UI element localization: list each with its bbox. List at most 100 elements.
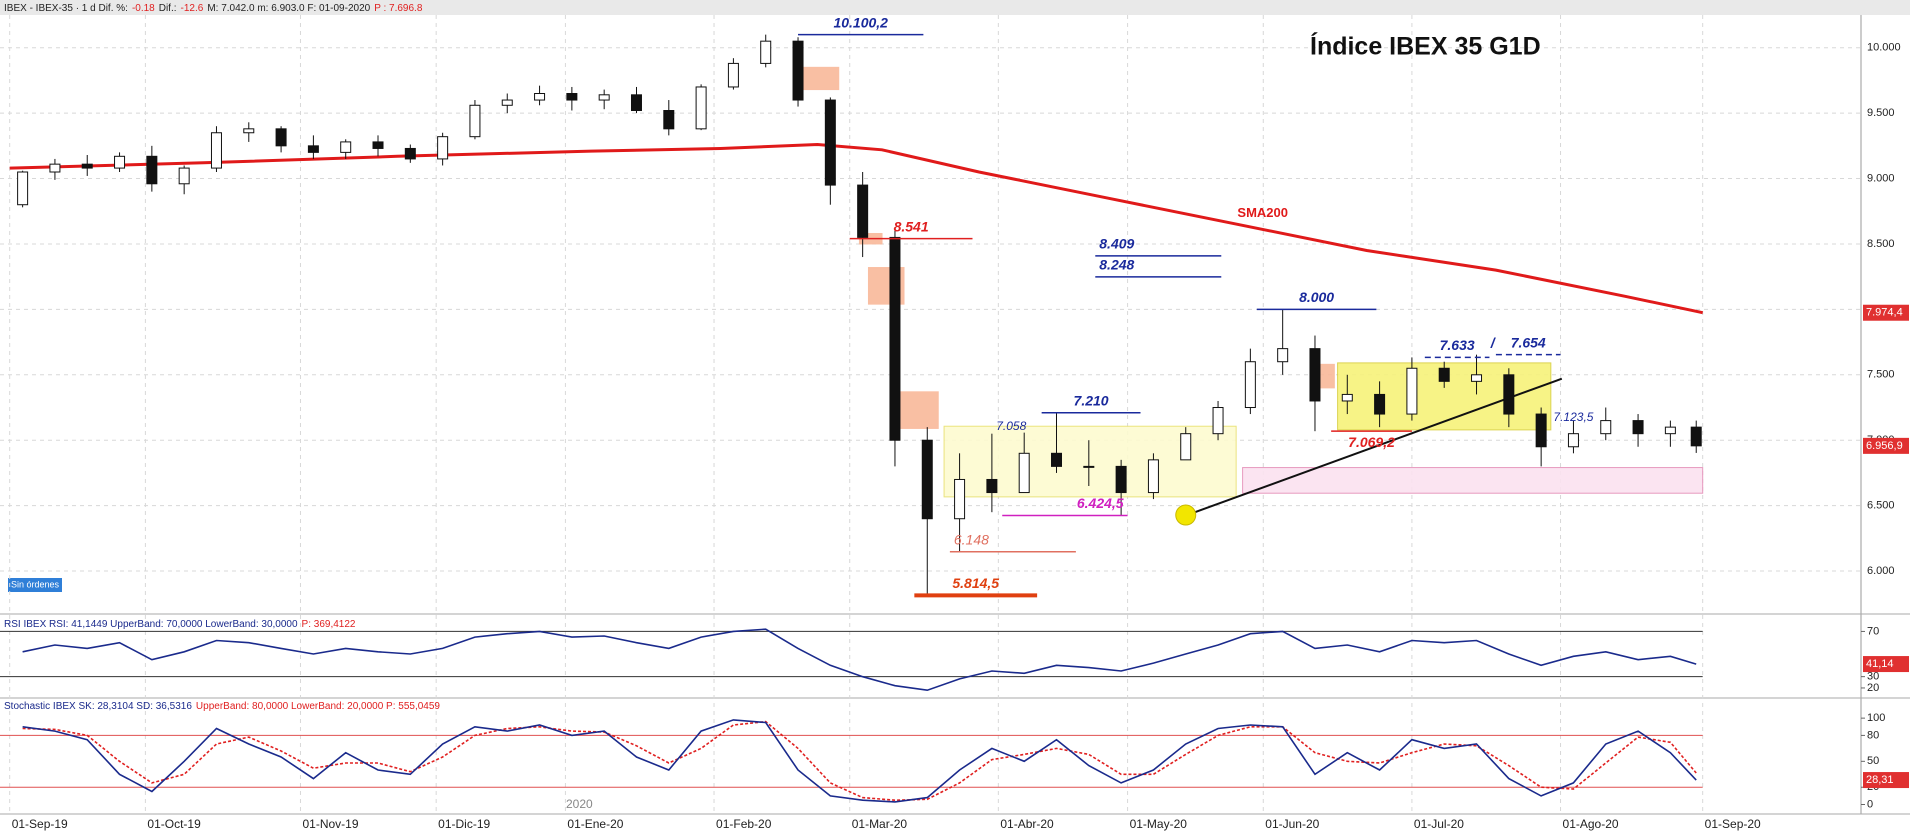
candle-body xyxy=(1690,426,1702,447)
candle-body xyxy=(372,141,384,149)
x-tick-label: 01-Sep-20 xyxy=(1705,817,1761,831)
candle-body xyxy=(663,110,675,130)
candle-body xyxy=(1600,420,1612,435)
note: 7.058 xyxy=(996,419,1026,433)
candle-body xyxy=(1438,367,1450,382)
x-tick-label: 01-Feb-20 xyxy=(716,817,772,831)
header-segment: IBEX - IBEX-35 · 1 d Dif. %: xyxy=(4,3,128,14)
candle-body xyxy=(1051,452,1063,467)
axis-area xyxy=(1861,15,1910,832)
candle-body xyxy=(630,94,642,112)
level-label: 8.000 xyxy=(1299,289,1334,305)
candle-body xyxy=(1567,433,1579,448)
x-tick-label: 01-Ene-20 xyxy=(567,817,623,831)
zone xyxy=(797,66,840,91)
candle-body xyxy=(1115,465,1127,494)
candle-body xyxy=(921,439,933,520)
candle-body xyxy=(1664,426,1676,435)
candle-body xyxy=(243,128,255,134)
series-line xyxy=(22,719,1697,803)
candle-body xyxy=(81,163,93,169)
level-label: 8.541 xyxy=(894,218,929,234)
last-value-label: 7.974,4 xyxy=(1866,307,1903,319)
candle-body xyxy=(1244,361,1256,409)
candle-body xyxy=(178,167,190,185)
last-value-label: 41,14 xyxy=(1866,658,1894,670)
level-label: 8.409 xyxy=(1099,236,1134,252)
candle-body xyxy=(1309,348,1321,402)
zone xyxy=(896,391,939,429)
x-tick-label: 01-Jun-20 xyxy=(1265,817,1319,831)
candle-body xyxy=(824,99,836,186)
candle-body xyxy=(1503,374,1515,415)
y-tick-label: 10.000 xyxy=(1867,42,1901,54)
candle-body xyxy=(275,128,287,147)
note: 7.123,5 xyxy=(1553,410,1593,424)
x-tick-label: 01-May-20 xyxy=(1130,817,1188,831)
candle-body xyxy=(340,141,352,153)
header-segment: -12.6 xyxy=(181,3,204,14)
candle-body xyxy=(1147,459,1159,494)
candle-body xyxy=(1277,348,1289,363)
series-line xyxy=(22,628,1697,692)
marker xyxy=(1175,504,1197,526)
trendline xyxy=(1180,377,1563,519)
last-value-box xyxy=(1863,656,1909,673)
level-label: 6.148 xyxy=(954,531,989,547)
badge-text: Sin órdenes xyxy=(11,579,60,589)
x-tick-label: 01-Oct-19 xyxy=(147,817,201,831)
y-tick-label: 80 xyxy=(1867,729,1879,741)
last-value-box xyxy=(1863,772,1909,789)
separator: / xyxy=(1490,334,1497,350)
candle-body xyxy=(1535,413,1547,448)
header-segment: M: 7.042.0 m: 6.903.0 F: 01-09-2020 xyxy=(207,3,370,14)
x-tick-label: 01-Dic-19 xyxy=(438,817,490,831)
y-tick-label: 9.000 xyxy=(1867,172,1895,184)
candle-body xyxy=(792,40,804,101)
last-value-label: 28,31 xyxy=(1866,774,1894,786)
candle-body xyxy=(727,62,739,88)
chart-title: Índice IBEX 35 G1D xyxy=(1310,32,1541,61)
level-label: 8.248 xyxy=(1099,257,1134,273)
panel-title-extra: UpperBand: 80,0000 LowerBand: 20,0000 P:… xyxy=(196,701,441,712)
candle-body xyxy=(889,236,901,441)
zone xyxy=(1242,467,1704,494)
y-tick-label: 9.500 xyxy=(1867,107,1895,119)
panel-title-main: Stochastic IBEX SK: 28,3104 SD: 36,5316 xyxy=(4,701,192,712)
y-tick-label: 8.500 xyxy=(1867,238,1895,250)
candle-body xyxy=(760,40,772,64)
y-tick-label: 6.500 xyxy=(1867,500,1895,512)
candle-body xyxy=(857,184,869,238)
x-tick-label: 01-Sep-19 xyxy=(12,817,68,831)
y-tick-label: 6.000 xyxy=(1867,565,1895,577)
sma-label: SMA200 xyxy=(1237,205,1288,220)
panel-title: RSI IBEX RSI: 41,1449 UpperBand: 70,0000… xyxy=(4,619,356,630)
candle-body xyxy=(1018,452,1030,494)
level-label: 10.100,2 xyxy=(833,14,888,30)
header-bar xyxy=(0,0,1910,15)
panel-title-main: RSI IBEX RSI: 41,1449 UpperBand: 70,0000… xyxy=(4,619,298,630)
candle-body xyxy=(146,155,158,185)
candle-body xyxy=(1212,407,1224,435)
last-value-label: 6.956,9 xyxy=(1866,440,1903,452)
header-segment: -0.18 xyxy=(132,3,155,14)
candle-body xyxy=(17,171,29,206)
candle-body xyxy=(1632,420,1644,435)
candle-body xyxy=(114,155,126,169)
header-segment: Dif.: xyxy=(159,3,177,14)
header-segment: P : 7.696.8 xyxy=(374,3,423,14)
series-line xyxy=(22,720,1697,802)
candle-body xyxy=(986,478,998,494)
y-tick-label: 30 xyxy=(1867,671,1879,683)
candle-body xyxy=(566,93,578,101)
candle-body xyxy=(469,104,481,138)
candle-body xyxy=(598,94,610,101)
y-tick-label: 100 xyxy=(1867,712,1885,724)
level-label: 7.654 xyxy=(1511,334,1546,350)
candle-body xyxy=(1341,393,1353,402)
candle-body xyxy=(1083,465,1095,468)
last-value-box xyxy=(1863,437,1909,454)
y-tick-label: 50 xyxy=(1867,755,1879,767)
x-tick-label: 01-Nov-19 xyxy=(302,817,358,831)
candle-body xyxy=(695,86,707,130)
